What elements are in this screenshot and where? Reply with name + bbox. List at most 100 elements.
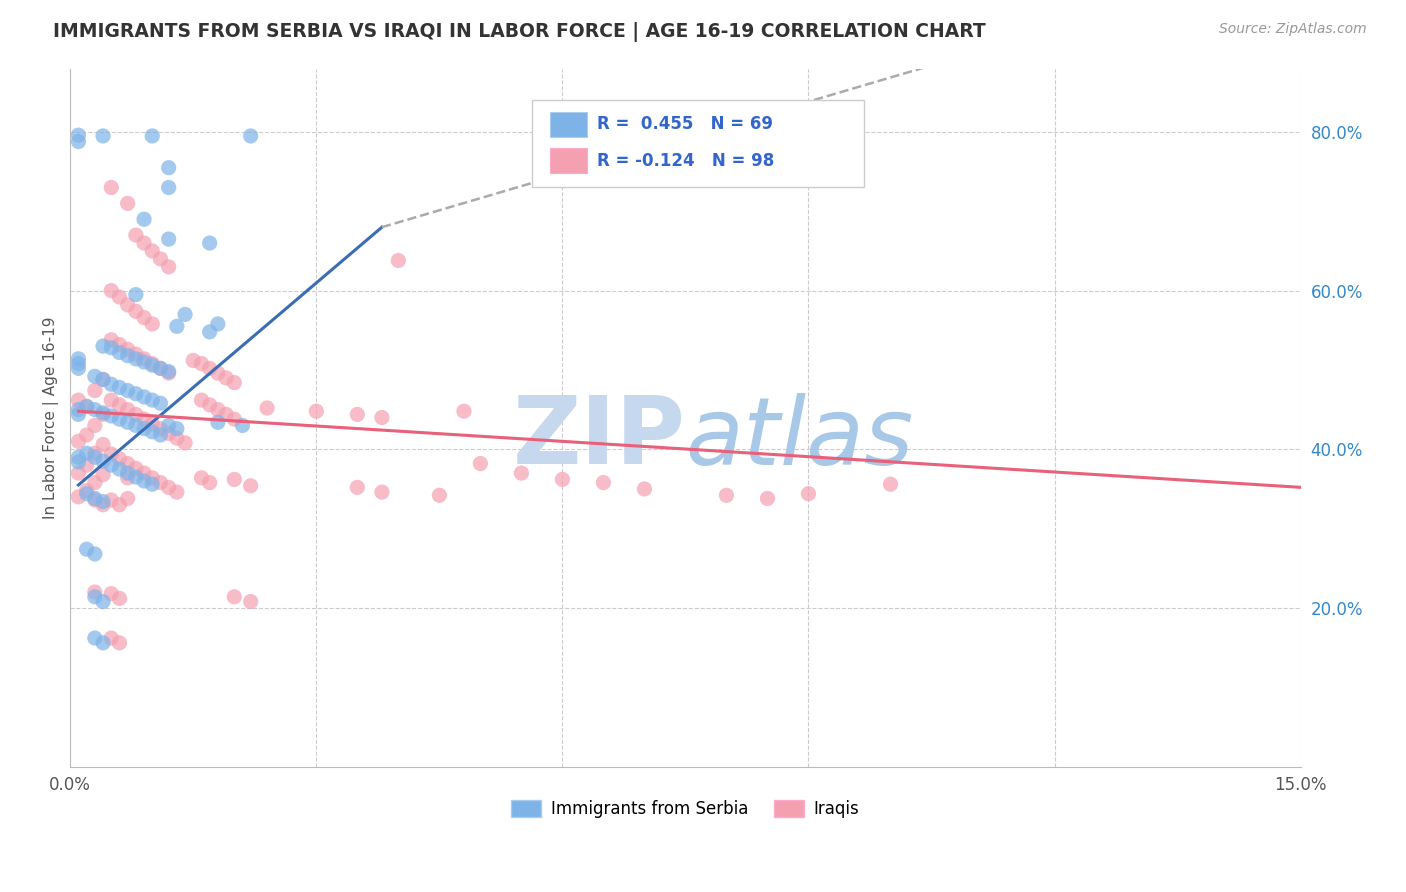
- Point: [141, 471, 163, 485]
- Point: [100, 587, 122, 601]
- Point: [67, 393, 90, 408]
- Point: [125, 347, 148, 361]
- Point: [551, 472, 574, 486]
- Point: [125, 228, 148, 243]
- Point: [83, 446, 105, 460]
- Point: [125, 418, 148, 433]
- Point: [100, 631, 122, 645]
- Point: [207, 415, 229, 429]
- Point: [67, 402, 90, 417]
- Point: [149, 396, 172, 410]
- Point: [132, 422, 155, 436]
- Point: [346, 408, 368, 422]
- Point: [427, 488, 450, 502]
- Point: [174, 307, 197, 321]
- Point: [132, 310, 155, 325]
- Point: [239, 128, 262, 143]
- Point: [91, 128, 114, 143]
- Point: [149, 361, 172, 376]
- Point: [91, 372, 114, 386]
- Point: [256, 401, 278, 415]
- Point: [108, 290, 131, 304]
- Point: [207, 366, 229, 380]
- Point: [91, 408, 114, 422]
- Point: [239, 594, 262, 608]
- Point: [141, 417, 163, 431]
- Point: [108, 398, 131, 412]
- Point: [149, 428, 172, 442]
- Point: [157, 418, 180, 433]
- Point: [91, 372, 114, 386]
- Point: [117, 491, 139, 506]
- Point: [91, 636, 114, 650]
- Point: [108, 412, 131, 426]
- Point: [100, 447, 122, 461]
- Point: [108, 380, 131, 394]
- Point: [83, 450, 105, 465]
- Point: [117, 298, 139, 312]
- Point: [132, 355, 155, 369]
- Point: [157, 180, 180, 194]
- Point: [67, 434, 90, 449]
- Text: Source: ZipAtlas.com: Source: ZipAtlas.com: [1219, 22, 1367, 37]
- Point: [91, 498, 114, 512]
- Point: [141, 357, 163, 371]
- FancyBboxPatch shape: [550, 148, 588, 173]
- Point: [174, 436, 197, 450]
- Point: [470, 457, 492, 471]
- Point: [108, 636, 131, 650]
- Point: [108, 337, 131, 351]
- Point: [125, 470, 148, 484]
- Point: [125, 386, 148, 401]
- Text: IMMIGRANTS FROM SERBIA VS IRAQI IN LABOR FORCE | AGE 16-19 CORRELATION CHART: IMMIGRANTS FROM SERBIA VS IRAQI IN LABOR…: [53, 22, 986, 42]
- Point: [157, 365, 180, 379]
- Point: [125, 304, 148, 318]
- Point: [453, 404, 475, 418]
- Point: [67, 135, 90, 149]
- Point: [239, 479, 262, 493]
- Point: [132, 474, 155, 488]
- Point: [100, 341, 122, 355]
- Point: [67, 455, 90, 469]
- Point: [371, 485, 394, 500]
- Point: [108, 498, 131, 512]
- Point: [117, 343, 139, 357]
- Point: [76, 428, 98, 442]
- Point: [108, 591, 131, 606]
- Point: [67, 357, 90, 371]
- Point: [91, 339, 114, 353]
- FancyBboxPatch shape: [550, 112, 588, 137]
- Point: [83, 585, 105, 599]
- Point: [149, 361, 172, 376]
- Point: [149, 252, 172, 266]
- Point: [125, 408, 148, 422]
- Point: [132, 390, 155, 404]
- Point: [207, 402, 229, 417]
- Point: [83, 631, 105, 645]
- Point: [83, 402, 105, 417]
- Point: [67, 450, 90, 465]
- Text: ZIP: ZIP: [513, 392, 686, 484]
- Point: [67, 128, 90, 143]
- Point: [157, 366, 180, 380]
- Point: [83, 418, 105, 433]
- Point: [100, 377, 122, 392]
- Point: [346, 480, 368, 494]
- Text: atlas: atlas: [686, 393, 914, 484]
- Point: [125, 351, 148, 366]
- Point: [198, 475, 221, 490]
- Point: [83, 369, 105, 384]
- Point: [67, 361, 90, 376]
- Point: [83, 590, 105, 604]
- Point: [67, 408, 90, 422]
- Point: [117, 349, 139, 363]
- Point: [83, 491, 105, 506]
- Point: [166, 422, 188, 436]
- Point: [198, 325, 221, 339]
- Point: [190, 471, 212, 485]
- Point: [141, 477, 163, 491]
- Point: [166, 319, 188, 334]
- Point: [83, 493, 105, 508]
- Point: [141, 358, 163, 372]
- Point: [215, 408, 238, 422]
